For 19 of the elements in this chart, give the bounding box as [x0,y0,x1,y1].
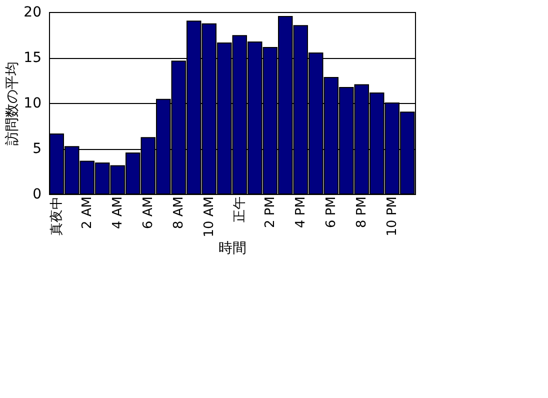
x-tick-label: 真夜中 [48,196,65,236]
y-tick-label: 0 [32,186,42,202]
x-tick-label: 2 AM [80,196,96,230]
x-tick-label: 10 AM [202,196,218,238]
y-tick-label: 10 [24,96,42,112]
y-tick-label: 5 [32,141,42,157]
x-tick-label: 正午 [232,196,248,222]
y-tick-label: 15 [24,50,42,66]
x-axis-title: 時間 [218,240,246,256]
x-tick-label: 2 PM [263,196,278,228]
x-tick-label: 6 AM [141,196,156,230]
x-tick-label: 8 PM [354,196,370,228]
y-axis-title: 訪問数の平均 [4,62,21,146]
x-tick-label: 4 PM [294,196,309,228]
x-tick-label: 6 PM [324,196,340,228]
x-tick-label: 4 AM [110,196,126,230]
y-tick-label: 20 [24,4,42,20]
x-tick-label: 10 PM [385,196,400,236]
x-tick-label: 8 AM [172,196,187,230]
